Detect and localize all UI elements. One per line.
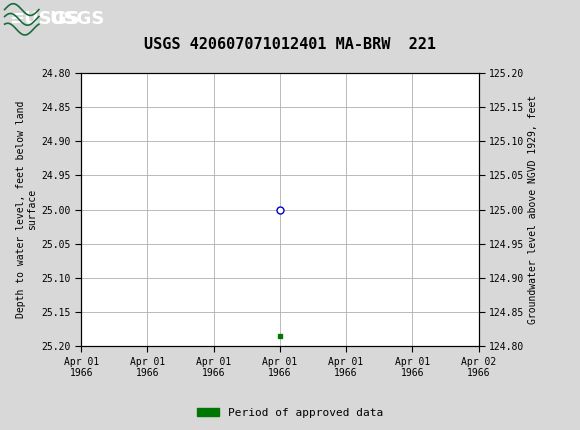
Text: USGS: USGS bbox=[49, 10, 104, 28]
Text: USGS 420607071012401 MA-BRW  221: USGS 420607071012401 MA-BRW 221 bbox=[144, 37, 436, 52]
Y-axis label: Depth to water level, feet below land
surface: Depth to water level, feet below land su… bbox=[16, 101, 37, 318]
Y-axis label: Groundwater level above NGVD 1929, feet: Groundwater level above NGVD 1929, feet bbox=[528, 95, 538, 324]
Legend: Period of approved data: Period of approved data bbox=[193, 403, 387, 422]
Text: ≡USGS: ≡USGS bbox=[9, 10, 79, 28]
